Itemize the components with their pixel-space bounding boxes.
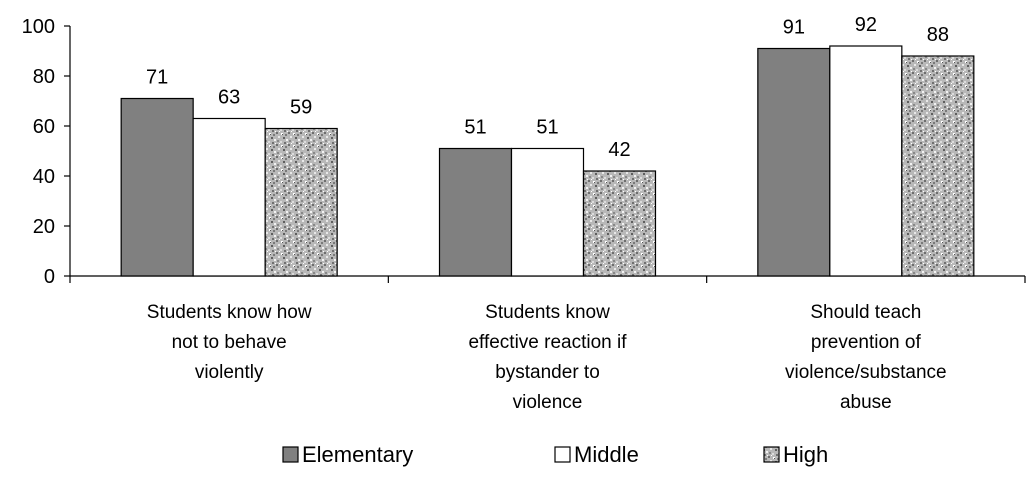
legend-swatch-elementary bbox=[282, 446, 299, 463]
legend-label-high: High bbox=[783, 442, 828, 467]
bar-high-0 bbox=[264, 127, 338, 277]
data-label-elementary-1: 51 bbox=[464, 117, 486, 139]
bar-middle-2 bbox=[829, 45, 903, 277]
category-label-2-line-3: abuse bbox=[840, 392, 892, 413]
legend: Elementary Middle High bbox=[282, 442, 828, 467]
category-label-2-line-1: prevention of bbox=[811, 332, 922, 353]
category-label-1-line-2: bystander to bbox=[495, 362, 600, 383]
y-tick-label-60: 60 bbox=[33, 116, 55, 138]
data-label-high-2: 88 bbox=[927, 24, 949, 46]
category-label-0-line-0: Students know how bbox=[147, 302, 312, 323]
data-label-high-0: 59 bbox=[290, 97, 312, 119]
bar-high-2 bbox=[901, 55, 975, 277]
legend-label-middle: Middle bbox=[574, 442, 639, 467]
data-label-middle-1: 51 bbox=[536, 117, 558, 139]
data-label-high-1: 42 bbox=[608, 139, 630, 161]
data-label-elementary-2: 91 bbox=[783, 17, 805, 39]
labels: 71 63 59 Students know how not to behave viol… bbox=[146, 14, 949, 413]
bar-middle-0 bbox=[192, 117, 266, 277]
bar-elementary-0 bbox=[120, 97, 194, 277]
bar-elementary-2 bbox=[757, 47, 831, 277]
y-tick-label-20: 20 bbox=[33, 216, 55, 238]
category-label-0-line-1: not to behave bbox=[172, 332, 287, 353]
legend-label-elementary: Elementary bbox=[302, 442, 413, 467]
category-label-2-line-0: Should teach bbox=[810, 302, 921, 323]
bar-elementary-1 bbox=[438, 147, 513, 277]
y-tick-label-40: 40 bbox=[33, 166, 55, 188]
bar-high-1 bbox=[582, 170, 657, 277]
category-label-1-line-1: effective reaction if bbox=[468, 332, 627, 353]
legend-swatch-middle bbox=[554, 446, 571, 463]
data-label-middle-0: 63 bbox=[218, 87, 240, 109]
y-tick-label-0: 0 bbox=[44, 266, 55, 288]
legend-swatch-high bbox=[763, 446, 780, 463]
data-label-elementary-0: 71 bbox=[146, 67, 168, 89]
data-label-middle-2: 92 bbox=[855, 14, 877, 36]
y-tick-label-80: 80 bbox=[33, 66, 55, 88]
bars bbox=[120, 45, 975, 277]
bar-middle-1 bbox=[510, 147, 585, 277]
category-label-0-line-2: violently bbox=[195, 362, 264, 383]
y-tick-label-100: 100 bbox=[22, 16, 55, 38]
category-label-2-line-2: violence/substance bbox=[785, 362, 947, 383]
category-label-1-line-0: Students know bbox=[485, 302, 610, 323]
category-label-1-line-3: violence bbox=[513, 392, 583, 413]
